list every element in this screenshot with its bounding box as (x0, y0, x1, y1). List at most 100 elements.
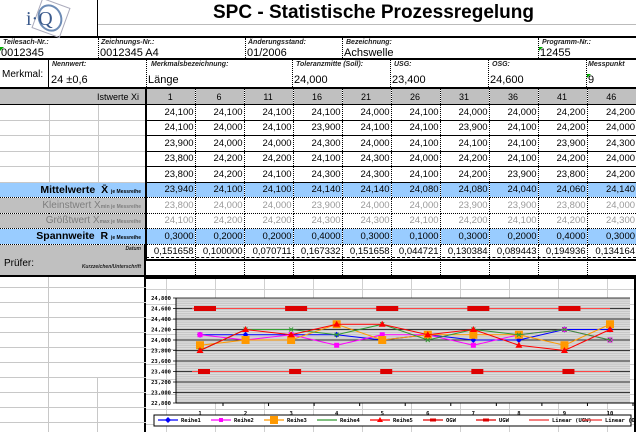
value-cell[interactable]: 23,900 (440, 120, 490, 136)
range-cell: 0,4000 (293, 228, 343, 245)
svg-text:24,400: 24,400 (151, 317, 171, 323)
value-cell[interactable]: 24,100 (489, 135, 539, 152)
svg-text:6: 6 (426, 411, 430, 417)
value-cell[interactable]: 24,300 (342, 166, 392, 183)
usg-field[interactable]: 23,400 (392, 74, 426, 86)
empty-cell (98, 120, 148, 136)
value-cell[interactable]: 24,200 (538, 120, 588, 136)
value-cell[interactable]: 24,100 (244, 166, 294, 183)
value-cell[interactable]: 24,000 (587, 151, 636, 167)
pruefer-sign-area[interactable] (146, 245, 636, 277)
value-cell[interactable]: 24,200 (440, 151, 490, 167)
datum-label: Datum (125, 246, 141, 252)
bezeichnung-field[interactable]: Achswelle (344, 47, 394, 59)
value-cell[interactable]: 24,100 (293, 151, 343, 167)
value-cell[interactable]: 23,800 (146, 166, 196, 183)
value-cell[interactable]: 24,100 (391, 104, 441, 121)
value-cell[interactable]: 24,300 (587, 135, 636, 152)
column-header: 16 (293, 89, 343, 105)
value-cell[interactable]: 24,200 (538, 151, 588, 167)
min-cell: 23,900 (489, 197, 539, 214)
value-cell[interactable]: 24,100 (195, 104, 245, 121)
column-header: 1 (146, 89, 196, 105)
title-bar (0, 0, 636, 38)
spannweite-label: Spannweite R je Messreihe (0, 228, 148, 245)
nennwert-field[interactable]: 24 ±0,6 (51, 74, 88, 86)
value-cell[interactable]: 24,300 (293, 166, 343, 183)
pruefer-section: Prüfer: Datum Kurzzeichen/Unterschrift (0, 245, 146, 277)
osg-field[interactable]: 24,600 (490, 74, 524, 86)
value-cell[interactable]: 24,100 (244, 104, 294, 121)
svg-text:8: 8 (517, 411, 520, 417)
value-cell[interactable]: 24,000 (342, 104, 392, 121)
svg-text:Reihe4: Reihe4 (340, 418, 361, 424)
messpunkt-label: Messpunkt (588, 61, 625, 68)
value-cell[interactable]: 23,800 (146, 151, 196, 167)
value-cell[interactable]: 24,000 (195, 135, 245, 152)
value-cell[interactable]: 24,300 (293, 135, 343, 152)
value-cell[interactable]: 24,200 (587, 104, 636, 121)
merkmalsbezeichnung-field[interactable]: Länge (148, 74, 179, 86)
programm-field[interactable]: 12455 (540, 47, 571, 59)
value-cell[interactable]: 24,300 (342, 151, 392, 167)
value-cell[interactable]: 24,200 (195, 166, 245, 183)
value-cell[interactable]: 24,200 (244, 151, 294, 167)
value-cell[interactable]: 24,100 (293, 104, 343, 121)
svg-text:23,800: 23,800 (151, 349, 171, 355)
max-cell: 24,300 (342, 213, 392, 229)
table-row: 23,800 24,200 24,200 24,100 24,300 24,00… (0, 151, 636, 167)
value-cell[interactable]: 24,200 (587, 166, 636, 183)
value-cell[interactable]: 24,000 (244, 135, 294, 152)
value-cell[interactable]: 23,900 (538, 135, 588, 152)
control-chart-plot: 24,800 24,600 24,400 24,200 24,000 23,800 23,6… (146, 279, 634, 432)
empty-cell (0, 166, 50, 183)
zeichnung-label: Zeichnungs-Nr.: (101, 39, 155, 46)
range-cell: 0,3000 (587, 228, 636, 245)
value-cell[interactable]: 24,000 (440, 104, 490, 121)
value-cell[interactable]: 24,100 (391, 135, 441, 152)
value-cell[interactable]: 24,100 (489, 120, 539, 136)
toleranzmitte-field[interactable]: 24,000 (294, 74, 328, 86)
value-cell[interactable]: 24,000 (489, 104, 539, 121)
svg-text:23,600: 23,600 (151, 359, 171, 365)
svg-text:Linear (OGW): Linear (OGW) (605, 418, 634, 424)
messpunkt-field[interactable]: 9 (588, 74, 595, 86)
min-cell: 24,000 (342, 197, 392, 214)
teilesach-field[interactable]: 0012345 (1, 47, 44, 59)
aenderung-field[interactable]: 01/2006 (247, 47, 287, 59)
value-cell[interactable]: 24,200 (538, 104, 588, 121)
value-cell[interactable]: 24,100 (391, 166, 441, 183)
mittelwerte-label: Mittelwerte X̄ je Messreihe (0, 182, 148, 198)
value-cell[interactable]: 24,200 (195, 151, 245, 167)
value-cell[interactable]: 24,200 (440, 166, 490, 183)
range-cell: 0,2000 (489, 228, 539, 245)
std-cell: 0,151658 (342, 244, 392, 261)
value-cell[interactable]: 24,100 (391, 120, 441, 136)
value-cell[interactable]: 24,100 (146, 120, 196, 136)
value-cell[interactable]: 23,800 (538, 166, 588, 183)
svg-text:OGW: OGW (446, 418, 457, 424)
value-cell[interactable]: 24,100 (489, 151, 539, 167)
value-cell[interactable]: 24,000 (587, 120, 636, 136)
value-cell[interactable]: 24,100 (440, 135, 490, 152)
value-cell[interactable]: 24,000 (391, 151, 441, 167)
mean-cell: 24,100 (244, 182, 294, 198)
value-cell[interactable]: 24,000 (195, 120, 245, 136)
value-cell[interactable]: 24,100 (342, 120, 392, 136)
std-cell: 0,070711 (244, 244, 294, 261)
value-cell[interactable]: 24,100 (146, 104, 196, 121)
value-cell[interactable]: 24,100 (244, 120, 294, 136)
value-cell[interactable]: 24,000 (342, 135, 392, 152)
value-cell[interactable]: 23,900 (489, 166, 539, 183)
empty-cell (0, 104, 50, 121)
value-cell[interactable]: 23,900 (146, 135, 196, 152)
svg-text:3: 3 (289, 411, 292, 417)
min-cell: 23,900 (440, 197, 490, 214)
value-cell[interactable]: 23,900 (293, 120, 343, 136)
teilesach-label: Teilesach-Nr.: (3, 39, 49, 46)
zeichnung-field[interactable]: 0012345 A4 (100, 47, 159, 59)
svg-text:1: 1 (198, 411, 202, 417)
svg-text:2: 2 (244, 411, 247, 417)
groesstwert-row: Größtwert Xmax je Messreihe 24,100 24,20… (0, 213, 636, 229)
merkmal-label: Merkmal: (2, 69, 44, 80)
